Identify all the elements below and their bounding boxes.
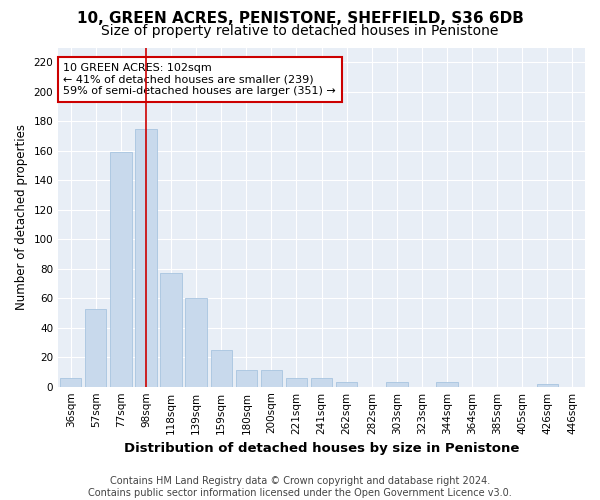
Bar: [160, 273, 182, 386]
Bar: [85, 308, 106, 386]
Bar: [261, 370, 282, 386]
Text: 10 GREEN ACRES: 102sqm
← 41% of detached houses are smaller (239)
59% of semi-de: 10 GREEN ACRES: 102sqm ← 41% of detached…: [64, 63, 336, 96]
Bar: [60, 378, 82, 386]
Bar: [311, 378, 332, 386]
Bar: [286, 378, 307, 386]
Bar: [136, 128, 157, 386]
Bar: [211, 350, 232, 387]
Bar: [336, 382, 358, 386]
Bar: [537, 384, 558, 386]
Text: Size of property relative to detached houses in Penistone: Size of property relative to detached ho…: [101, 24, 499, 38]
Bar: [185, 298, 207, 386]
Text: Contains HM Land Registry data © Crown copyright and database right 2024.
Contai: Contains HM Land Registry data © Crown c…: [88, 476, 512, 498]
Bar: [236, 370, 257, 386]
Bar: [110, 152, 131, 386]
Text: 10, GREEN ACRES, PENISTONE, SHEFFIELD, S36 6DB: 10, GREEN ACRES, PENISTONE, SHEFFIELD, S…: [77, 11, 523, 26]
X-axis label: Distribution of detached houses by size in Penistone: Distribution of detached houses by size …: [124, 442, 519, 455]
Bar: [436, 382, 458, 386]
Y-axis label: Number of detached properties: Number of detached properties: [15, 124, 28, 310]
Bar: [386, 382, 407, 386]
